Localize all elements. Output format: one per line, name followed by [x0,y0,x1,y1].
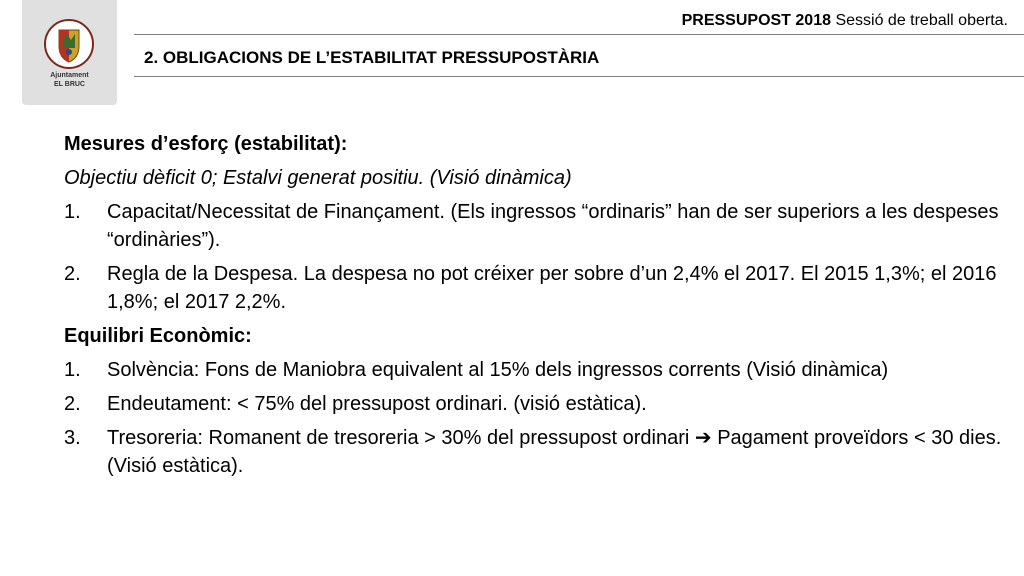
list-number: 1. [64,201,81,223]
slide-content: Mesures d’esforç (estabilitat): Objectiu… [64,130,1004,486]
logo-line-1: Ajuntament [50,72,89,79]
list-number: 3. [64,427,81,449]
section-title: 2. OBLIGACIONS DE L’ESTABILITAT PRESSUPO… [144,48,600,67]
list-item: 2. Regla de la Despesa. La despesa no po… [64,260,1004,316]
list-text: Regla de la Despesa. La despesa no pot c… [107,263,997,313]
list-text: Endeutament: < 75% del pressupost ordina… [107,393,647,415]
effort-heading: Mesures d’esforç (estabilitat): [64,133,348,155]
header-divider [134,34,1024,35]
list-text: Tresoreria: Romanent de tresoreria > 30%… [107,424,1004,480]
list-number: 2. [64,263,81,285]
list-text: Solvència: Fons de Maniobra equivalent a… [107,359,889,381]
header-title-bold: PRESSUPOST 2018 [681,12,831,29]
list-number: 1. [64,359,81,381]
list-text-part-b: Pagament proveïdors < 30 dies. (Visió es… [107,427,1002,477]
list-number: 2. [64,393,81,415]
list-text: Capacitat/Necessitat de Finançament. (El… [107,201,999,251]
section-divider [134,76,1024,77]
list-item: 3. Tresoreria: Romanent de tresoreria > … [64,424,1004,480]
header-title: PRESSUPOST 2018 Sessió de treball oberta… [682,12,1008,30]
header-title-rest: Sessió de treball oberta. [831,12,1008,29]
equilibrium-heading: Equilibri Econòmic: [64,325,252,347]
effort-objective: Objectiu dèficit 0; Estalvi generat posi… [64,167,572,189]
list-item: 1. Capacitat/Necessitat de Finançament. … [64,198,1004,254]
arrow-right-icon: ➔ [694,427,712,449]
list-text-part-a: Tresoreria: Romanent de tresoreria > 30%… [107,427,695,449]
logo: Ajuntament EL BRUC [22,0,117,105]
logo-line-2: EL BRUC [54,81,85,88]
list-item: 2. Endeutament: < 75% del pressupost ord… [64,390,1004,418]
list-item: 1. Solvència: Fons de Maniobra equivalen… [64,356,1004,384]
coat-of-arms-icon [44,19,94,69]
